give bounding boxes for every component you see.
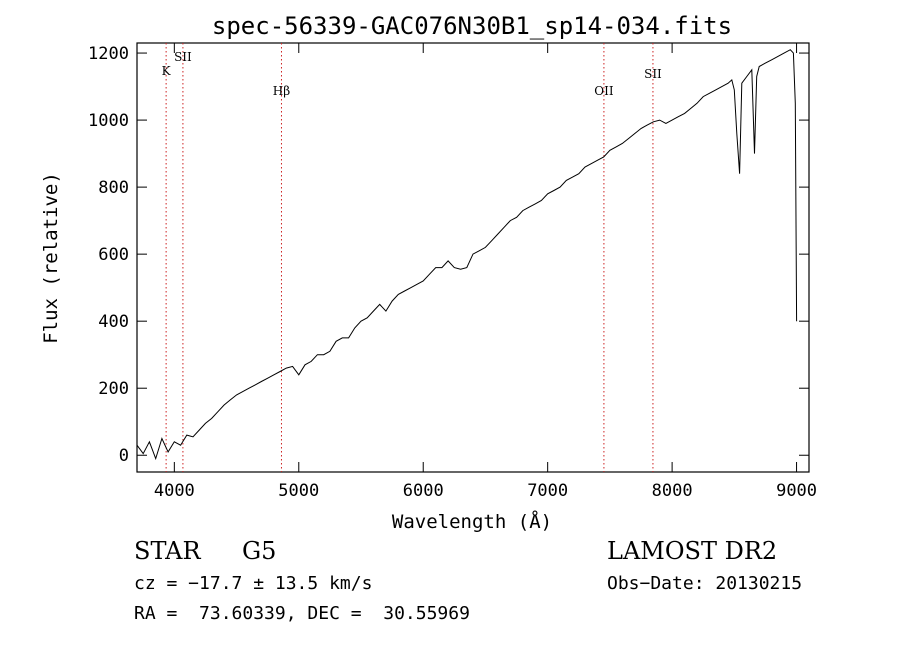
class-label: STAR [134, 537, 201, 565]
axis-ticks: 4000 5000 6000 7000 8000 9000 0 200 400 600 800 100… [88, 43, 817, 501]
chart-title: spec-56339-GAC076N30B1_sp14-034.fits [212, 12, 732, 40]
line-marker-label: SII [644, 67, 662, 81]
y-tick-label: 1200 [88, 44, 129, 64]
y-tick-label: 200 [98, 379, 129, 399]
line-marker-label: SII [174, 50, 192, 64]
x-tick-label: 5000 [278, 481, 319, 501]
line-marker-label: Hβ [273, 84, 290, 98]
x-axis-label: Wavelength (Å) [392, 510, 552, 533]
x-tick-label: 9000 [776, 481, 817, 501]
x-tick-label: 8000 [652, 481, 693, 501]
y-tick-label: 400 [98, 312, 129, 332]
spectrum-series-line [136, 49, 798, 461]
x-tick-label: 6000 [403, 481, 444, 501]
survey-label: LAMOST DR2 [607, 537, 778, 565]
y-tick-label: 600 [98, 245, 129, 265]
subclass-label: G5 [242, 537, 277, 565]
y-tick-label: 0 [119, 446, 129, 466]
obs-date-text: Obs−Date: 20130215 [607, 573, 803, 594]
coordinates-text: RA = 73.60339, DEC = 30.55969 [134, 603, 470, 624]
line-marker-label: OII [594, 84, 614, 98]
line-marker-label: K [162, 64, 172, 78]
y-tick-label: 800 [98, 178, 129, 198]
y-tick-label: 1000 [88, 111, 129, 131]
redshift-text: cz = −17.7 ± 13.5 km/s [134, 573, 373, 594]
plot-frame [136, 42, 810, 473]
x-tick-label: 4000 [154, 481, 195, 501]
y-axis-label: Flux (relative) [40, 172, 62, 344]
x-tick-label: 7000 [527, 481, 568, 501]
